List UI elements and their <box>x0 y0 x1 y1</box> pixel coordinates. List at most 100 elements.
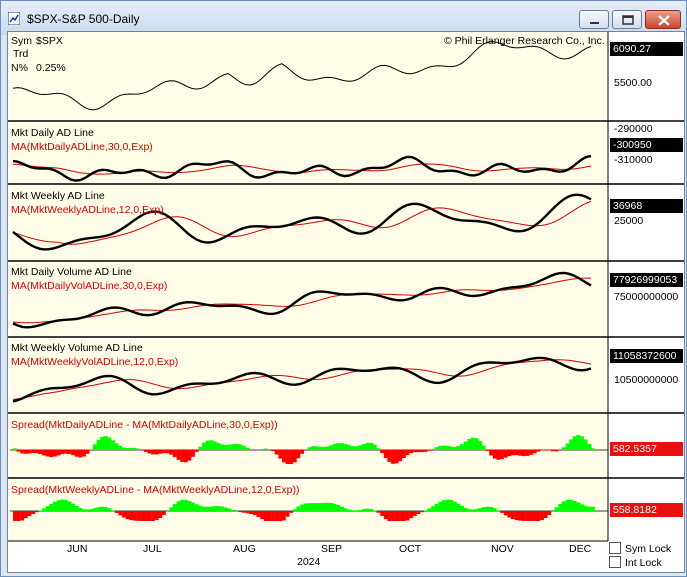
spread-daily-bar <box>125 448 130 450</box>
weekly-vol-series-line <box>12 356 592 403</box>
spread-daily-bar <box>209 440 214 450</box>
spread-daily-bar <box>325 446 330 450</box>
spread-daily-bar <box>351 446 355 450</box>
weekly-ad-ma-label: MA(MktWeeklyADLine,12,0,Exp) <box>11 204 164 216</box>
spread-weekly-bar <box>358 509 363 511</box>
spread-daily-bar <box>67 450 72 454</box>
spread-weekly-bar <box>543 511 548 518</box>
weekly-ad-label: Mkt Weekly AD Line <box>11 190 105 202</box>
spread-daily-bar <box>198 446 203 450</box>
spread-daily-bar <box>45 450 50 457</box>
spread-weekly-bar <box>154 511 159 520</box>
spread-daily-bar <box>82 450 86 457</box>
spread-daily-bar <box>38 450 43 455</box>
month-jun: JUN <box>67 543 88 555</box>
spread-daily-bar <box>412 450 417 453</box>
spread-weekly-bar <box>456 503 461 511</box>
price-series-line <box>12 41 592 111</box>
daily-vol-label: Mkt Daily Volume AD Line <box>11 266 132 278</box>
spread-weekly-bar <box>143 511 148 521</box>
spread-daily-bar <box>223 444 228 450</box>
spread-weekly-bar <box>162 511 166 515</box>
spread-daily-bar <box>60 450 65 455</box>
spread-daily-bar <box>514 450 519 456</box>
spread-weekly-bar <box>56 500 61 511</box>
spread-weekly-bar <box>31 511 35 514</box>
spread-weekly-bar <box>529 511 533 521</box>
spread-weekly-bar <box>561 501 566 511</box>
spread-daily-bar <box>169 450 174 455</box>
spread-daily-bar <box>151 450 155 455</box>
spread-weekly-bar <box>427 508 432 511</box>
spread-daily-bar <box>165 450 170 454</box>
spread-weekly-bar <box>580 504 584 511</box>
spread-daily-bar <box>263 448 268 450</box>
int-lock-checkbox[interactable]: Int Lock <box>609 556 662 569</box>
spread-daily-bar <box>409 450 413 454</box>
close-button[interactable] <box>645 10 681 29</box>
spread-weekly-bar <box>220 506 224 511</box>
spread-weekly-bar <box>242 511 246 513</box>
spread-daily-bar <box>478 441 483 450</box>
spread-weekly-bar <box>96 507 101 511</box>
spread-daily-bar <box>340 443 344 450</box>
spread-weekly-bar <box>191 502 195 511</box>
spread-weekly-bar <box>340 506 344 511</box>
spread-weekly-bar <box>114 511 119 513</box>
sym-lock-checkbox[interactable]: Sym Lock <box>609 542 671 555</box>
daily-ad-ma-label: MA(MktDailyADLine,30,0,Exp) <box>11 141 153 153</box>
spread-daily-bar <box>518 450 523 456</box>
spread-daily-bar <box>362 444 366 450</box>
spread-daily-bar <box>445 445 450 450</box>
spread-daily-bar <box>285 450 290 464</box>
spread-weekly-bar <box>194 504 199 511</box>
spread-weekly-bar <box>198 505 203 511</box>
spread-daily-bar <box>136 448 141 450</box>
spread-daily-bar <box>481 445 486 450</box>
spread-weekly-bar <box>565 499 570 511</box>
spread-daily-bar <box>122 447 126 450</box>
spread-daily-bar <box>162 450 166 454</box>
spread-weekly-bar <box>89 509 94 511</box>
int-lock-box[interactable] <box>609 556 621 568</box>
spread-weekly-bar <box>140 511 144 521</box>
spread-daily-bar <box>227 444 232 450</box>
spread-daily-bar <box>587 443 592 450</box>
spread-weekly-bar <box>467 509 472 511</box>
spread-daily-bar <box>292 450 297 463</box>
price-value-box: 6090.27 <box>610 42 683 56</box>
spread-weekly-bar <box>147 511 152 521</box>
spread-weekly-bar <box>354 510 359 511</box>
weekly-ad-value-box: 36968 <box>610 199 683 213</box>
spread-weekly-bar <box>271 511 275 521</box>
spread-daily-bar <box>387 450 392 462</box>
spread-weekly-bar <box>518 511 523 521</box>
spread-weekly-bar <box>372 510 377 511</box>
spread-weekly-bar <box>16 511 21 521</box>
price-tick: 5500.00 <box>614 77 652 89</box>
spread-daily-bar <box>118 446 123 450</box>
month-jul: JUL <box>143 543 162 555</box>
spread-weekly-bar <box>158 511 163 518</box>
chart-area[interactable]: Sym $SPX Trd N% 0.25% © Phil Erlanger Re… <box>7 31 685 573</box>
sym-lock-label: Sym Lock <box>625 543 672 555</box>
spread-weekly-bar <box>478 508 483 511</box>
spread-daily-bar <box>438 445 443 450</box>
spread-weekly-bar <box>376 511 381 513</box>
spread-daily-bar <box>260 449 264 450</box>
spread-weekly-bar <box>212 506 217 511</box>
spread-weekly-bar <box>42 508 46 511</box>
spread-weekly-bar <box>481 507 486 511</box>
spread-daily-bar <box>158 450 163 454</box>
sym-lock-box[interactable] <box>609 542 621 554</box>
panel-bg-weekly-ad <box>10 185 608 260</box>
maximize-button[interactable] <box>612 10 642 29</box>
spread-weekly-bar <box>503 511 508 516</box>
spread-weekly-bar <box>187 500 192 511</box>
spread-daily-bar <box>300 450 304 454</box>
spread-weekly-bar <box>423 510 428 511</box>
daily-ad-value-box: -300950 <box>610 138 683 152</box>
spread-weekly-value-box: 558.8182 <box>610 503 683 517</box>
spread-weekly-bar <box>307 503 312 511</box>
minimize-button[interactable] <box>579 10 609 29</box>
